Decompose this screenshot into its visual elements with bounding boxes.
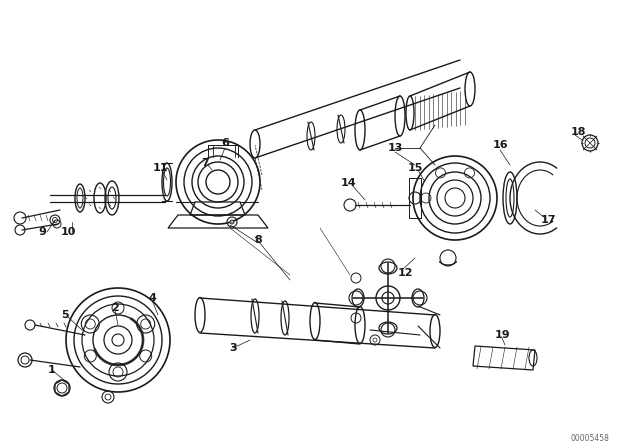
Text: 19: 19: [494, 330, 510, 340]
Text: 18: 18: [570, 127, 586, 137]
Text: 00005458: 00005458: [571, 434, 609, 443]
Text: 5: 5: [61, 310, 69, 320]
Circle shape: [230, 220, 234, 224]
Text: 16: 16: [492, 140, 508, 150]
Text: 11: 11: [152, 163, 168, 173]
Text: 15: 15: [407, 163, 422, 173]
Text: 3: 3: [229, 343, 237, 353]
Text: 7: 7: [201, 158, 209, 168]
Text: 17: 17: [540, 215, 556, 225]
Text: 9: 9: [38, 227, 46, 237]
Text: 12: 12: [397, 268, 413, 278]
Text: 6: 6: [221, 138, 229, 148]
Text: 1: 1: [48, 365, 56, 375]
Text: 2: 2: [111, 303, 119, 313]
Text: 10: 10: [60, 227, 76, 237]
Text: 8: 8: [254, 235, 262, 245]
Text: 13: 13: [387, 143, 403, 153]
Text: 4: 4: [148, 293, 156, 303]
Text: 14: 14: [340, 178, 356, 188]
